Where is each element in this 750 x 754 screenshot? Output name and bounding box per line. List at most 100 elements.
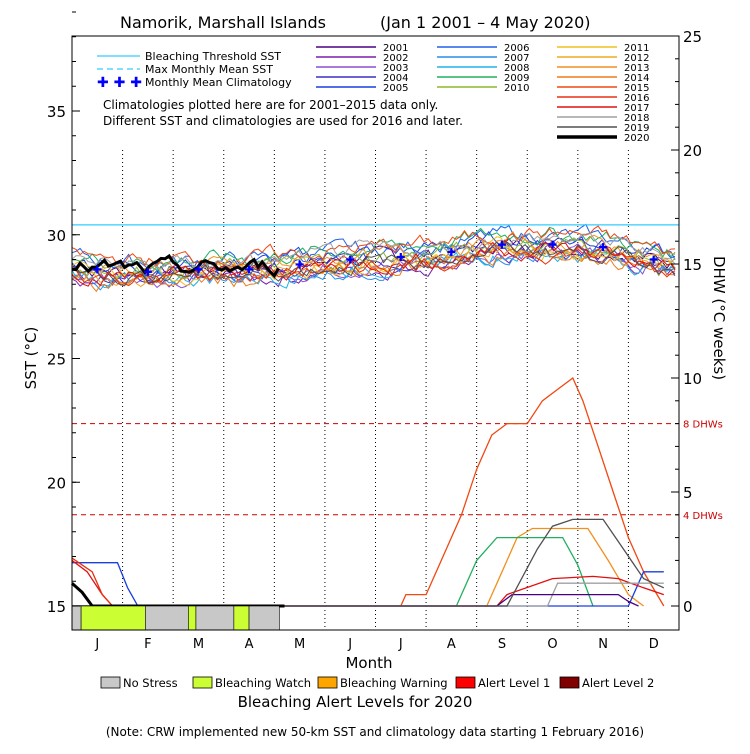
alert-legend-label: No Stress xyxy=(123,676,178,690)
dhw-threshold-label: 4 DHWs xyxy=(683,511,723,522)
sst-line-2020 xyxy=(71,253,280,279)
dhw-threshold-lines: 4 DHWs 8 DHWs xyxy=(72,420,723,522)
month-label: J xyxy=(94,637,99,652)
climatology-marker xyxy=(194,265,203,274)
alert-segment xyxy=(233,605,250,631)
alert-segment xyxy=(71,605,82,631)
month-label: N xyxy=(598,637,608,652)
month-label: O xyxy=(547,637,557,652)
legend-label-2008: 2008 xyxy=(504,63,529,74)
sst-tick-label: 25 xyxy=(47,351,66,369)
legend-label-2001: 2001 xyxy=(383,43,408,54)
alert-segment xyxy=(80,605,146,631)
alert-level-bar xyxy=(71,605,280,631)
alert-segment xyxy=(248,605,280,631)
legend-label-2012: 2012 xyxy=(624,53,649,64)
month-label: S xyxy=(498,637,506,652)
y-axis-right-label: DHW (°C weeks) xyxy=(710,256,728,380)
alert-legend-swatch xyxy=(100,676,121,689)
climatology-marker xyxy=(93,265,102,274)
plot-frame xyxy=(71,35,680,631)
legend-label-2007: 2007 xyxy=(504,53,529,64)
sst-line-2011 xyxy=(71,236,676,286)
legend-label-2011: 2011 xyxy=(624,43,649,54)
legend-label-2004: 2004 xyxy=(383,73,408,84)
alert-legend-swatch xyxy=(559,676,580,689)
alert-segment xyxy=(145,605,189,631)
alert-legend-label: Alert Level 2 xyxy=(582,676,654,690)
climatology-note-1: Climatologies plotted here are for 2001–… xyxy=(103,98,438,112)
chart-title-range: (Jan 1 2001 – 4 May 2020) xyxy=(380,13,591,32)
month-label: M xyxy=(294,637,305,652)
legend-label-2002: 2002 xyxy=(383,53,408,64)
legend-label-2006: 2006 xyxy=(504,43,529,54)
sst-tick-label: 20 xyxy=(47,474,66,492)
climatology-marker xyxy=(599,243,608,252)
sst-line-2015 xyxy=(71,225,676,272)
climatology-marker xyxy=(447,248,456,257)
sst-line-2003 xyxy=(71,240,676,289)
alert-legend-label: Bleaching Warning xyxy=(340,676,448,690)
alert-legend: No Stress Bleaching Watch Bleaching Warnin… xyxy=(100,676,654,690)
legend-mmm-label: Max Monthly Mean SST xyxy=(145,63,273,76)
sst-line-2010 xyxy=(71,237,676,283)
climatology-marker xyxy=(143,267,152,276)
sst-line-2006 xyxy=(71,223,676,270)
dhw-tick-label: 25 xyxy=(683,28,702,46)
climatology-marker xyxy=(346,255,355,264)
dhw-tick-label: 5 xyxy=(683,484,693,502)
dhw-line-2005 xyxy=(72,562,664,607)
dhw-line-2009 xyxy=(72,536,594,607)
dhw-line-2001 xyxy=(72,593,639,607)
climatology-marker xyxy=(295,260,304,269)
sst-line-2014 xyxy=(71,247,676,293)
month-label: A xyxy=(245,637,254,652)
legend-label-2003: 2003 xyxy=(383,63,408,74)
climatology-markers xyxy=(93,240,658,276)
climatology-marker xyxy=(245,265,254,274)
alert-legend-swatch xyxy=(317,676,338,689)
dhw-tick-label: 10 xyxy=(683,370,702,388)
legend-label-2020: 2020 xyxy=(624,133,649,144)
alert-legend-label: Bleaching Watch xyxy=(215,676,311,690)
dhw-line-2020 xyxy=(70,582,285,608)
legend-label-2009: 2009 xyxy=(504,73,529,84)
sst-tick-label: 15 xyxy=(47,598,66,616)
alert-segment xyxy=(188,605,197,631)
sst-series-lines xyxy=(71,223,676,293)
climatology-note-2: Different SST and climatologies are used… xyxy=(103,114,463,128)
dhw-line-2015 xyxy=(72,376,665,607)
climatology-marker xyxy=(497,240,506,249)
legend-label-2018: 2018 xyxy=(624,113,649,124)
dhw-tick-label: 15 xyxy=(683,256,702,274)
sst-axis-ticks: 15 20 25 30 35 xyxy=(47,11,80,616)
x-axis-label: Month xyxy=(345,654,392,672)
sst-line-2019 xyxy=(71,240,676,287)
month-gridlines xyxy=(122,150,629,630)
legend-label-2010: 2010 xyxy=(504,83,529,94)
alert-segment xyxy=(195,605,235,631)
dhw-line-2016 xyxy=(71,557,113,607)
alert-legend-label: Alert Level 1 xyxy=(478,676,550,690)
dhw-threshold-label: 8 DHWs xyxy=(683,420,723,431)
sst-tick-label: 35 xyxy=(47,103,66,121)
month-label: F xyxy=(144,637,151,652)
climatology-marker xyxy=(548,240,557,249)
sst-tick-label: 30 xyxy=(47,227,66,245)
legend-label-2005: 2005 xyxy=(383,83,408,94)
legend-label-2014: 2014 xyxy=(624,73,649,84)
footnote: (Note: CRW implemented new 50-km SST and… xyxy=(106,725,644,739)
dhw-axis-ticks: 0 5 10 15 20 25 xyxy=(671,28,702,616)
dhw-tick-label: 0 xyxy=(683,598,693,616)
legend-label-2016: 2016 xyxy=(624,93,649,104)
dhw-series-lines xyxy=(70,376,665,608)
legend-threshold-label: Bleaching Threshold SST xyxy=(145,50,281,63)
alert-legend-swatch xyxy=(455,676,476,689)
legend-label-2019: 2019 xyxy=(624,123,649,134)
month-label: D xyxy=(649,637,659,652)
dhw-line-2019 xyxy=(72,518,665,607)
dhw-tick-label: 20 xyxy=(683,142,702,160)
